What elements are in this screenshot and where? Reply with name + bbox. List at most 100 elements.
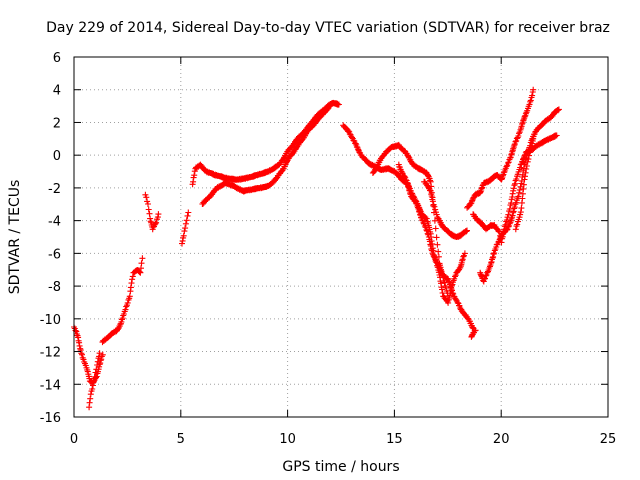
data-point <box>129 276 136 283</box>
data-point <box>503 226 510 233</box>
data-point <box>446 295 453 301</box>
data-point <box>146 210 153 217</box>
data-point <box>439 290 446 296</box>
data-point <box>191 172 198 179</box>
data-point <box>120 312 127 319</box>
x-tick-label: 20 <box>493 432 510 447</box>
data-point <box>78 350 85 357</box>
data-point <box>553 132 560 139</box>
data-point <box>182 220 189 227</box>
data-point <box>183 217 190 224</box>
data-point <box>143 194 150 201</box>
data-point <box>90 378 97 385</box>
data-point <box>138 260 145 267</box>
data-point <box>460 253 467 260</box>
data-point <box>431 254 438 261</box>
data-point <box>522 169 529 176</box>
data-point <box>96 350 103 357</box>
data-point <box>514 221 521 228</box>
data-point <box>459 256 466 263</box>
data-point <box>432 258 439 265</box>
data-point <box>430 247 437 254</box>
data-point <box>512 180 518 187</box>
data-point <box>182 225 189 232</box>
data-point <box>530 86 537 93</box>
data-point <box>139 255 146 262</box>
data-point <box>481 276 488 283</box>
data-point <box>155 211 162 218</box>
data-point <box>503 163 510 170</box>
data-point <box>482 275 488 282</box>
data-point <box>414 201 421 208</box>
data-point <box>127 284 134 291</box>
data-point <box>510 185 517 192</box>
data-point <box>555 107 562 114</box>
data-point <box>484 269 491 276</box>
data-point <box>153 219 160 226</box>
data-point <box>517 164 524 171</box>
data-point <box>522 110 529 117</box>
data-point <box>352 140 359 147</box>
data-point <box>431 203 438 210</box>
data-point <box>79 351 85 358</box>
data-point <box>512 201 519 208</box>
data-point <box>122 306 129 313</box>
data-point <box>152 220 159 227</box>
data-point <box>335 101 342 108</box>
x-tick-label: 0 <box>70 432 78 447</box>
data-point <box>77 347 84 354</box>
data-point <box>327 103 334 110</box>
data-point <box>428 193 435 199</box>
data-point <box>423 215 430 222</box>
data-point <box>510 208 517 215</box>
data-point <box>555 106 562 113</box>
y-tick-label: -16 <box>40 411 61 426</box>
data-point <box>523 163 530 169</box>
data-point <box>128 280 135 287</box>
y-tick-label: 6 <box>53 51 61 66</box>
data-point <box>137 269 144 276</box>
data-point <box>444 275 451 282</box>
data-point <box>461 250 468 257</box>
data-point <box>516 130 522 137</box>
data-point <box>180 232 187 239</box>
axis-ticks <box>73 56 609 418</box>
data-point <box>429 240 436 247</box>
plot-frame <box>73 56 609 418</box>
x-tick-labels: 0 5 10 15 20 25 <box>70 432 616 447</box>
data-point <box>513 176 520 183</box>
data-point <box>464 227 470 234</box>
data-point <box>454 299 461 306</box>
data-point <box>91 373 98 380</box>
data-point <box>496 236 503 243</box>
data-point <box>434 264 441 271</box>
data-point <box>99 351 106 358</box>
data-point <box>431 252 438 259</box>
data-point <box>92 369 99 376</box>
data-point <box>185 209 192 216</box>
y-tick-label: 4 <box>53 84 61 99</box>
data-point <box>505 223 512 230</box>
y-tick-label: -4 <box>48 215 61 230</box>
data-point <box>126 293 133 300</box>
data-point <box>469 324 476 331</box>
data-point <box>181 228 188 235</box>
y-tick-label: -8 <box>48 280 61 295</box>
data-point <box>429 198 436 205</box>
data-point <box>184 212 191 219</box>
data-point <box>76 342 83 349</box>
data-point <box>512 138 519 145</box>
data-point <box>145 201 151 207</box>
data-point <box>428 238 435 244</box>
y-tick-label: -6 <box>48 247 61 262</box>
data-point <box>283 158 290 165</box>
data-point <box>507 155 514 161</box>
data-point <box>505 159 512 166</box>
data-point <box>511 142 518 149</box>
data-point <box>526 101 533 108</box>
data-point <box>452 273 458 280</box>
data-point <box>93 366 100 373</box>
data-point <box>145 206 152 213</box>
data-point <box>433 211 440 218</box>
x-tick-label: 5 <box>177 432 185 447</box>
